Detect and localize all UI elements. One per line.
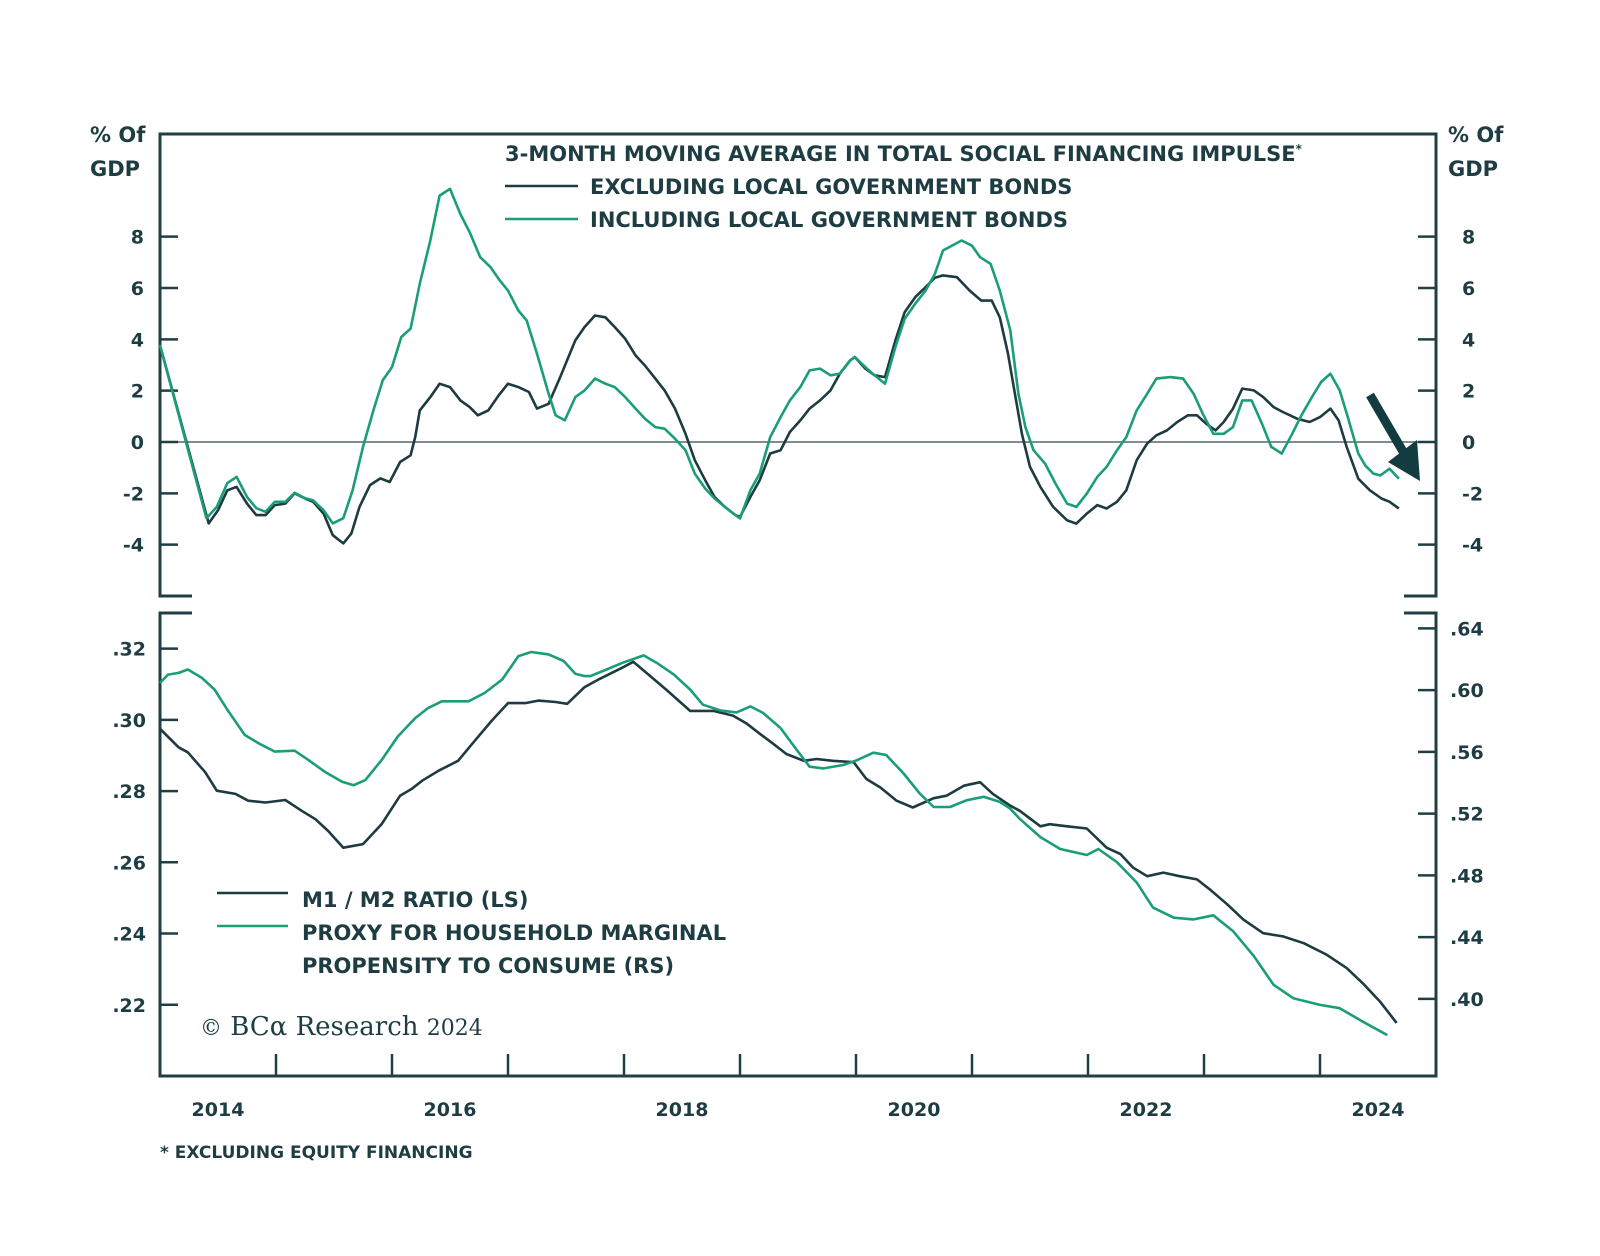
copyright-year: 2024 <box>427 1016 483 1041</box>
bottom-right-tick-label: .60 <box>1450 680 1484 702</box>
series-line-including-lgb <box>158 187 1400 525</box>
copyright: © BCα Research 2024 <box>200 1012 483 1042</box>
left-unit-label-line2: GDP <box>90 157 140 181</box>
top-panel-frame <box>158 132 1438 598</box>
top-left-tick-label: 0 <box>131 432 144 454</box>
copyright-symbol: © <box>200 1016 222 1041</box>
top-right-tick-label: 2 <box>1462 381 1475 403</box>
top-left-tick-label: 4 <box>131 329 144 351</box>
x-tick-label: 2020 <box>888 1099 941 1121</box>
legend-label-mpc-line2: PROPENSITY TO CONSUME (RS) <box>302 954 674 978</box>
x-tick-label: 2016 <box>424 1099 477 1121</box>
top-left-tick-label: -4 <box>123 535 144 557</box>
top-left-tick-label: -2 <box>123 483 144 505</box>
top-right-tick-label: -2 <box>1462 483 1483 505</box>
bottom-legend: M1 / M2 RATIO (LS) PROXY FOR HOUSEHOLD M… <box>217 888 726 978</box>
bottom-left-tick-label: .24 <box>112 924 146 946</box>
top-chart-title: 3-MONTH MOVING AVERAGE IN TOTAL SOCIAL F… <box>505 142 1303 166</box>
bottom-y-ticks: .32 .30 .28 .26 .24 .22 .64 .60 .56 .52 .48 .44 .40 <box>112 618 1483 1016</box>
series-line-m1-m2-ratio <box>159 660 1398 1024</box>
bottom-left-tick-label: .30 <box>112 710 146 732</box>
top-y-ticks: 8 8 6 6 4 4 2 2 0 0 -2 -2 -4 -4 <box>123 227 1483 557</box>
bottom-panel-frame <box>158 611 1438 1078</box>
legend-label-excluding: EXCLUDING LOCAL GOVERNMENT BONDS <box>590 175 1072 199</box>
legend-label-including: INCLUDING LOCAL GOVERNMENT BONDS <box>590 208 1068 232</box>
x-axis-ticks <box>274 1054 1322 1076</box>
top-series-group <box>158 187 1400 545</box>
top-right-tick-label: 0 <box>1462 432 1475 454</box>
bottom-left-tick-label: .28 <box>112 781 146 803</box>
x-tick-label: 2024 <box>1352 1099 1405 1121</box>
top-left-tick-label: 8 <box>131 227 144 249</box>
right-unit-label-line1: % Of <box>1448 123 1504 147</box>
series-line-mpc-proxy <box>159 650 1388 1037</box>
legend-label-m1m2: M1 / M2 RATIO (LS) <box>302 888 528 912</box>
top-right-tick-label: 4 <box>1462 329 1475 351</box>
title-footnote-mark: * <box>1296 142 1303 156</box>
top-right-tick-label: 6 <box>1462 278 1475 300</box>
top-legend: 3-MONTH MOVING AVERAGE IN TOTAL SOCIAL F… <box>505 142 1303 232</box>
bottom-right-tick-label: .56 <box>1450 742 1484 764</box>
bottom-right-tick-label: .44 <box>1450 927 1484 949</box>
bottom-left-tick-label: .26 <box>112 852 146 874</box>
bottom-right-tick-label: .48 <box>1450 865 1484 887</box>
left-unit-label-line1: % Of <box>90 123 146 147</box>
down-arrow-icon <box>1366 392 1420 481</box>
top-left-tick-label: 2 <box>131 381 144 403</box>
bottom-right-tick-label: .52 <box>1450 804 1484 826</box>
bottom-right-tick-label: .40 <box>1450 989 1484 1011</box>
series-line-excluding-lgb <box>158 274 1400 545</box>
x-tick-label: 2022 <box>1120 1099 1173 1121</box>
x-axis-labels: 2014 2016 2018 2020 2022 2024 <box>192 1099 1405 1121</box>
copyright-text: Research <box>296 1012 419 1042</box>
bottom-series-group <box>159 650 1398 1037</box>
x-tick-label: 2018 <box>656 1099 709 1121</box>
top-left-tick-label: 6 <box>131 278 144 300</box>
top-right-tick-label: 8 <box>1462 227 1475 249</box>
x-tick-label: 2014 <box>192 1099 245 1121</box>
top-right-tick-label: -4 <box>1462 535 1483 557</box>
bottom-right-tick-label: .64 <box>1450 618 1484 640</box>
copyright-brand: BCα <box>230 1012 287 1042</box>
bottom-left-tick-label: .22 <box>112 995 146 1017</box>
footnote: * EXCLUDING EQUITY FINANCING <box>160 1143 473 1163</box>
legend-label-mpc-line1: PROXY FOR HOUSEHOLD MARGINAL <box>302 921 726 945</box>
right-unit-label-line2: GDP <box>1448 157 1498 181</box>
bottom-left-tick-label: .32 <box>112 639 146 661</box>
